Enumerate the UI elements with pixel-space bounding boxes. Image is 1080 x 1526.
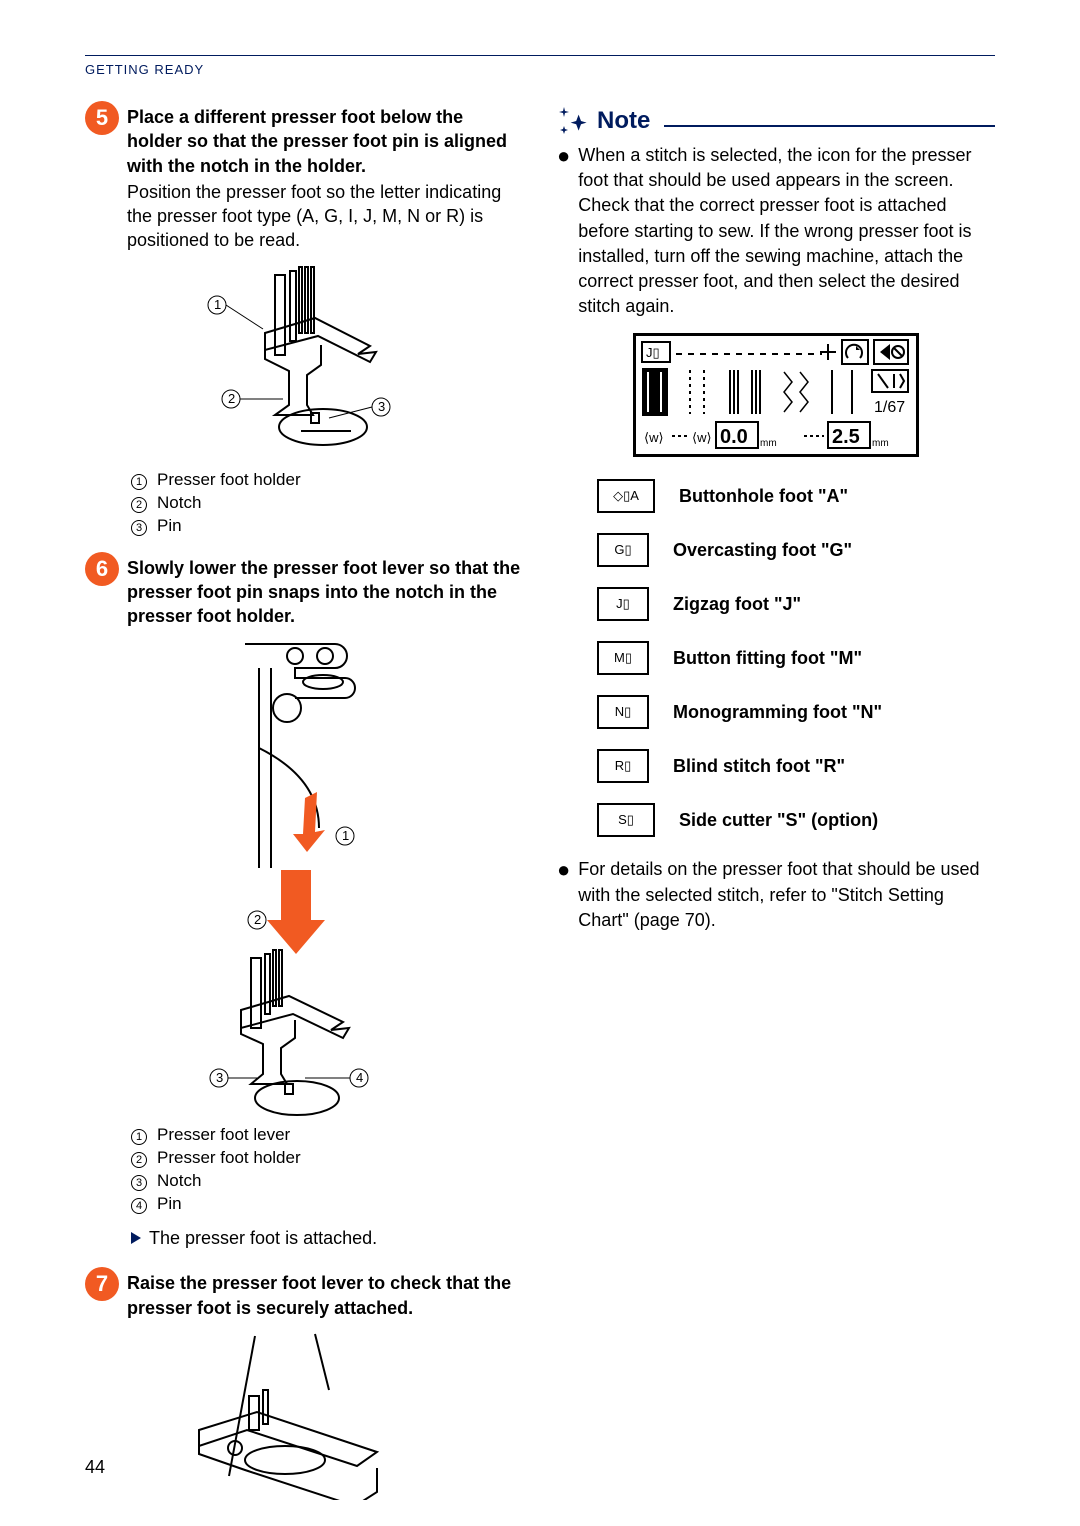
right-column: Note ● When a stitch is selected, the ic… bbox=[557, 105, 995, 1506]
foot-icon-a: ◇▯A bbox=[597, 479, 655, 513]
sparkle-icon bbox=[557, 105, 589, 137]
foot-icon-j: J▯ bbox=[597, 587, 649, 621]
step-5-text: Position the presser foot so the letter … bbox=[127, 180, 523, 253]
svg-text:mm: mm bbox=[760, 438, 777, 449]
legend-row: 1 Presser foot holder bbox=[131, 469, 523, 492]
lcd-width: 0.0 bbox=[720, 426, 748, 448]
svg-text:⟨w⟩: ⟨w⟩ bbox=[692, 430, 712, 445]
legend-num: 3 bbox=[131, 520, 147, 536]
foot-icon-m: M▯ bbox=[597, 641, 649, 675]
foot-row-a: ◇▯A Buttonhole foot "A" bbox=[597, 479, 995, 513]
legend-row: 2 Presser foot holder bbox=[131, 1147, 523, 1170]
foot-icon-s: S▯ bbox=[597, 803, 655, 837]
legend-num: 2 bbox=[131, 497, 147, 513]
legend-num: 1 bbox=[131, 474, 147, 490]
step-5-badge: 5 bbox=[85, 101, 119, 135]
foot-label: Button fitting foot "M" bbox=[673, 648, 862, 669]
legend-row: 2 Notch bbox=[131, 492, 523, 515]
step-7: 7 Raise the presser foot lever to check … bbox=[85, 1271, 523, 1320]
foot-row-r: R▯ Blind stitch foot "R" bbox=[597, 749, 995, 783]
step-6-figure: 1 2 3 4 bbox=[185, 638, 425, 1118]
svg-text:3: 3 bbox=[216, 1070, 223, 1085]
svg-text:⟨w⟩: ⟨w⟩ bbox=[644, 430, 664, 445]
svg-text:J▯: J▯ bbox=[646, 345, 660, 360]
step-5-figure: 1 2 3 bbox=[165, 263, 435, 463]
foot-icon-r: R▯ bbox=[597, 749, 649, 783]
legend-label: Presser foot holder bbox=[157, 469, 301, 492]
note-title: Note bbox=[597, 107, 650, 135]
step-6: 6 Slowly lower the presser foot lever so… bbox=[85, 556, 523, 629]
svg-text:2: 2 bbox=[228, 391, 235, 406]
step-7-badge: 7 bbox=[85, 1267, 119, 1301]
step-5-legend: 1 Presser foot holder 2 Notch 3 Pin bbox=[131, 469, 523, 538]
step-6-legend: 1 Presser foot lever 2 Presser foot holder… bbox=[131, 1124, 523, 1216]
foot-row-s: S▯ Side cutter "S" (option) bbox=[597, 803, 995, 837]
legend-row: 3 Pin bbox=[131, 515, 523, 538]
svg-text:2: 2 bbox=[254, 912, 261, 927]
legend-num: 1 bbox=[131, 1129, 147, 1145]
step-6-title: Slowly lower the presser foot lever so t… bbox=[127, 556, 523, 629]
legend-label: Presser foot holder bbox=[157, 1147, 301, 1170]
svg-text:1: 1 bbox=[214, 297, 221, 312]
legend-row: 1 Presser foot lever bbox=[131, 1124, 523, 1147]
foot-row-g: G▯ Overcasting foot "G" bbox=[597, 533, 995, 567]
legend-num: 3 bbox=[131, 1175, 147, 1191]
foot-label: Buttonhole foot "A" bbox=[679, 486, 848, 507]
page-number: 44 bbox=[85, 1457, 105, 1478]
legend-num: 2 bbox=[131, 1152, 147, 1168]
foot-label: Blind stitch foot "R" bbox=[673, 756, 845, 777]
bullet-icon: ● bbox=[557, 143, 570, 319]
svg-text:1: 1 bbox=[342, 828, 349, 843]
foot-row-m: M▯ Button fitting foot "M" bbox=[597, 641, 995, 675]
foot-label: Overcasting foot "G" bbox=[673, 540, 852, 561]
lcd-count: 1/67 bbox=[874, 399, 905, 416]
foot-row-j: J▯ Zigzag foot "J" bbox=[597, 587, 995, 621]
note-bullet-2: ● For details on the presser foot that s… bbox=[557, 857, 995, 933]
step-6-result: The presser foot is attached. bbox=[131, 1226, 523, 1249]
lcd-length: 2.5 bbox=[832, 426, 860, 448]
bullet-icon: ● bbox=[557, 857, 570, 933]
svg-text:4: 4 bbox=[356, 1070, 363, 1085]
result-text: The presser foot is attached. bbox=[149, 1228, 377, 1249]
note-header: Note bbox=[557, 105, 995, 137]
note-rule bbox=[664, 125, 995, 127]
legend-label: Presser foot lever bbox=[157, 1124, 290, 1147]
step-7-figure bbox=[175, 1330, 405, 1500]
triangle-icon bbox=[131, 1232, 141, 1244]
legend-num: 4 bbox=[131, 1198, 147, 1214]
svg-text:3: 3 bbox=[378, 399, 385, 414]
svg-text:mm: mm bbox=[872, 438, 889, 449]
note-body-2: For details on the presser foot that sho… bbox=[578, 857, 995, 933]
note-bullet-1: ● When a stitch is selected, the icon fo… bbox=[557, 143, 995, 319]
step-5-title: Place a different presser foot below the… bbox=[127, 105, 523, 178]
legend-label: Pin bbox=[157, 515, 182, 538]
legend-label: Notch bbox=[157, 1170, 201, 1193]
step-7-title: Raise the presser foot lever to check th… bbox=[127, 1271, 523, 1320]
section-label: GETTING READY bbox=[85, 62, 995, 77]
legend-label: Notch bbox=[157, 492, 201, 515]
step-5: 5 Place a different presser foot below t… bbox=[85, 105, 523, 253]
foot-label: Monogramming foot "N" bbox=[673, 702, 882, 723]
legend-row: 4 Pin bbox=[131, 1193, 523, 1216]
foot-icon-n: N▯ bbox=[597, 695, 649, 729]
two-column-layout: 5 Place a different presser foot below t… bbox=[85, 105, 995, 1506]
foot-row-n: N▯ Monogramming foot "N" bbox=[597, 695, 995, 729]
left-column: 5 Place a different presser foot below t… bbox=[85, 105, 523, 1506]
step-6-badge: 6 bbox=[85, 552, 119, 586]
foot-icon-g: G▯ bbox=[597, 533, 649, 567]
step-6-body: Slowly lower the presser foot lever so t… bbox=[127, 556, 523, 629]
legend-label: Pin bbox=[157, 1193, 182, 1216]
foot-label: Zigzag foot "J" bbox=[673, 594, 801, 615]
foot-label: Side cutter "S" (option) bbox=[679, 810, 878, 831]
page-content: GETTING READY 5 Place a different presse… bbox=[85, 55, 995, 1506]
top-rule bbox=[85, 55, 995, 56]
lcd-screen: J▯ bbox=[633, 333, 919, 457]
legend-row: 3 Notch bbox=[131, 1170, 523, 1193]
presser-foot-list: ◇▯A Buttonhole foot "A" G▯ Overcasting f… bbox=[597, 479, 995, 837]
step-5-body: Place a different presser foot below the… bbox=[127, 105, 523, 253]
note-body-1: When a stitch is selected, the icon for … bbox=[578, 143, 995, 319]
step-7-body: Raise the presser foot lever to check th… bbox=[127, 1271, 523, 1320]
